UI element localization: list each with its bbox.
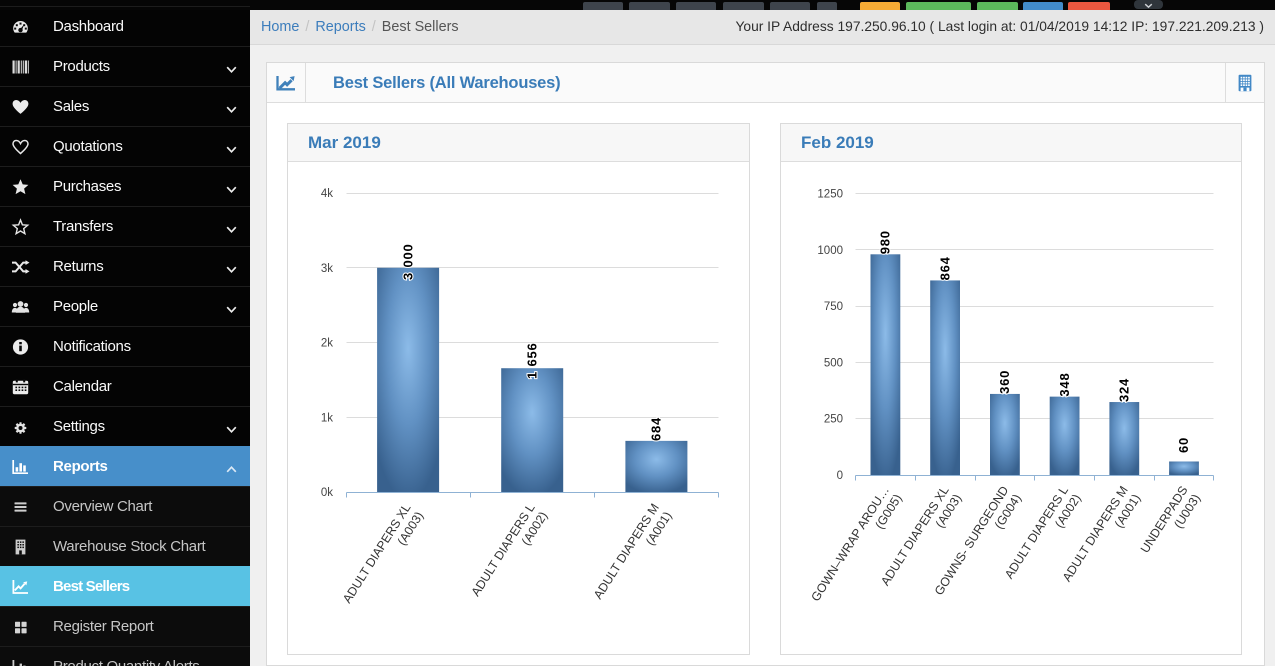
svg-text:500: 500 [824,357,843,369]
svg-text:684: 684 [649,417,664,441]
svg-text:3k: 3k [321,263,333,275]
svg-text:1250: 1250 [817,189,843,201]
svg-text:348: 348 [1057,373,1072,397]
svg-text:750: 750 [824,301,843,313]
svg-text:250: 250 [824,414,843,426]
svg-text:ADULT DIAPERS M: ADULT DIAPERS M [591,501,662,602]
svg-text:60: 60 [1176,437,1191,453]
svg-text:1k: 1k [321,412,333,424]
svg-text:980: 980 [878,230,893,254]
svg-text:864: 864 [937,256,952,280]
svg-text:0: 0 [837,470,843,482]
svg-text:1000: 1000 [817,245,843,257]
svg-text:3 000: 3 000 [400,243,415,280]
svg-text:2k: 2k [321,338,333,350]
svg-text:4k: 4k [321,188,333,200]
svg-text:ADULT DIAPERS L: ADULT DIAPERS L [469,501,538,599]
svg-text:ADULT DIAPERS XL: ADULT DIAPERS XL [340,501,414,606]
svg-text:GOWN–WRAP AROU…: GOWN–WRAP AROU… [808,484,892,604]
svg-text:0k: 0k [321,487,333,499]
svg-text:360: 360 [997,370,1012,394]
svg-text:1 656: 1 656 [524,342,539,379]
svg-text:324: 324 [1116,378,1131,402]
